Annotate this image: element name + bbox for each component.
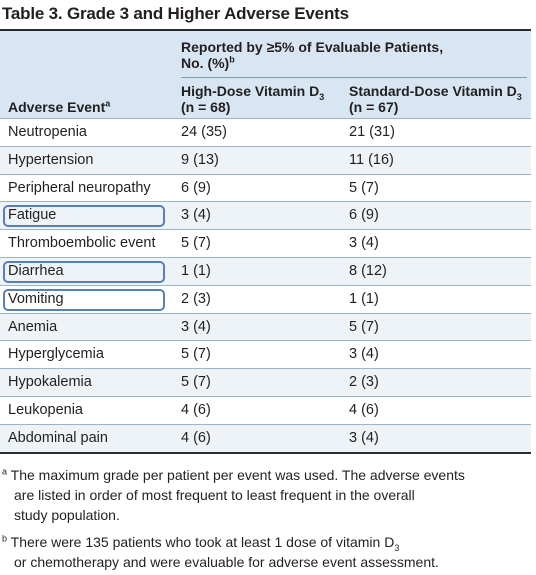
cell-event: Neutropenia xyxy=(8,124,87,140)
header-col1-sub: 3 xyxy=(319,91,325,102)
cell-standard-dose: 5 (7) xyxy=(349,318,379,335)
cell-event: Leukopenia xyxy=(8,401,83,418)
table-row: Leukopenia 4 (6) 4 (6) xyxy=(0,395,531,424)
highlight-box xyxy=(3,288,165,311)
footnote-b-ref: b xyxy=(229,54,235,65)
cell-event: Diarrhea xyxy=(8,262,64,279)
cell-event: Thromboembolic event xyxy=(8,235,156,252)
cell-standard-dose: 6 (9) xyxy=(349,207,379,224)
cell-high-dose: 6 (9) xyxy=(181,179,211,196)
header-col2-line2: (n = 67) xyxy=(349,99,399,115)
footnote-a-line2: are listed in order of most frequent to … xyxy=(14,487,415,503)
cell-high-dose: 1 (1) xyxy=(181,262,211,279)
table-row: Hyperglycemia 5 (7) 3 (4) xyxy=(0,340,531,368)
header-span-line2: No. (%) xyxy=(181,55,230,71)
cell-high-dose: 5 (7) xyxy=(181,374,211,391)
footnote-b-line1: There were 135 patients who took at leas… xyxy=(10,534,395,550)
table-title: Table 3. Grade 3 and Higher Adverse Even… xyxy=(2,4,349,23)
highlight-box xyxy=(3,260,165,283)
cell-high-dose: 5 (7) xyxy=(181,235,211,252)
header-col1-line1: High-Dose Vitamin D xyxy=(181,83,320,99)
footnote-b: b There were 135 patients who took at le… xyxy=(2,532,522,572)
cell-standard-dose: 4 (6) xyxy=(349,401,379,418)
footnote-a-ref: a xyxy=(105,98,111,109)
header-adverse-event: Adverse Eventa xyxy=(8,99,110,115)
cell-high-dose: 3 (4) xyxy=(181,318,211,335)
table-row: Thromboembolic event 5 (7) 3 (4) xyxy=(0,229,531,257)
table-bottom-rule xyxy=(0,451,531,454)
cell-standard-dose: 2 (3) xyxy=(349,374,379,391)
table-row: Diarrhea 1 (1) 8 (12) xyxy=(0,256,531,285)
header-col2-sub: 3 xyxy=(516,91,522,102)
header-high-dose: High-Dose Vitamin D3 (n = 68) xyxy=(181,83,324,115)
footnote-b-mark: b xyxy=(2,533,8,544)
footnote-b-line2: or chemotherapy and were evaluable for a… xyxy=(14,554,439,570)
table-top-rule xyxy=(0,29,531,31)
header-span-label: Reported by ≥5% of Evaluable Patients, N… xyxy=(181,39,443,71)
footnote-a: a The maximum grade per patient per even… xyxy=(2,465,522,525)
cell-standard-dose: 3 (4) xyxy=(349,429,379,446)
header-col2-line1: Standard-Dose Vitamin D xyxy=(349,83,517,99)
table-row: Fatigue 3 (4) 6 (9) xyxy=(0,201,531,230)
table-row: Hypokalemia 5 (7) 2 (3) xyxy=(0,368,531,396)
adverse-events-table: Reported by ≥5% of Evaluable Patients, N… xyxy=(0,29,531,454)
cell-high-dose: 24 (35) xyxy=(181,124,227,140)
cell-event: Abdominal pain xyxy=(8,429,108,446)
cell-high-dose: 3 (4) xyxy=(181,207,211,224)
cell-event: Hypokalemia xyxy=(8,374,92,391)
cell-standard-dose: 8 (12) xyxy=(349,262,387,279)
cell-standard-dose: 21 (31) xyxy=(349,124,395,140)
cell-high-dose: 4 (6) xyxy=(181,429,211,446)
footnote-a-line3: study population. xyxy=(14,507,120,523)
cell-event: Anemia xyxy=(8,318,58,335)
cell-event: Vomiting xyxy=(8,290,64,307)
header-standard-dose: Standard-Dose Vitamin D3 (n = 67) xyxy=(349,83,522,115)
table-header: Reported by ≥5% of Evaluable Patients, N… xyxy=(0,31,531,118)
cell-high-dose: 2 (3) xyxy=(181,290,211,307)
table-row: Abdominal pain 4 (6) 3 (4) xyxy=(0,423,531,452)
table-row: Peripheral neuropathy 6 (9) 5 (7) xyxy=(0,173,531,202)
table-row: Neutropenia 24 (35) 21 (31) xyxy=(0,118,531,146)
table-row: Vomiting 2 (3) 1 (1) xyxy=(0,284,531,313)
cell-standard-dose: 3 (4) xyxy=(349,235,379,252)
footnote-a-line1: The maximum grade per patient per event … xyxy=(10,467,465,483)
header-span-rule xyxy=(181,77,527,78)
table-row: Anemia 3 (4) 5 (7) xyxy=(0,312,531,341)
table-row: Hypertension 9 (13) 11 (16) xyxy=(0,145,531,174)
cell-event: Hyperglycemia xyxy=(8,346,104,363)
cell-high-dose: 9 (13) xyxy=(181,151,219,168)
cell-high-dose: 4 (6) xyxy=(181,401,211,418)
cell-standard-dose: 3 (4) xyxy=(349,346,379,363)
header-event-label: Adverse Event xyxy=(8,99,106,115)
header-span-line1: Reported by ≥5% of Evaluable Patients, xyxy=(181,39,444,55)
footnote-b-sub: 3 xyxy=(394,542,400,553)
cell-standard-dose: 5 (7) xyxy=(349,179,379,196)
cell-event: Fatigue xyxy=(8,207,57,224)
cell-event: Peripheral neuropathy xyxy=(8,179,151,196)
cell-standard-dose: 11 (16) xyxy=(349,151,394,168)
highlight-box xyxy=(3,205,165,228)
cell-standard-dose: 1 (1) xyxy=(349,290,379,307)
cell-high-dose: 5 (7) xyxy=(181,346,211,363)
footnote-a-mark: a xyxy=(2,466,8,477)
header-col1-line2: (n = 68) xyxy=(181,99,231,115)
cell-event: Hypertension xyxy=(8,151,94,168)
